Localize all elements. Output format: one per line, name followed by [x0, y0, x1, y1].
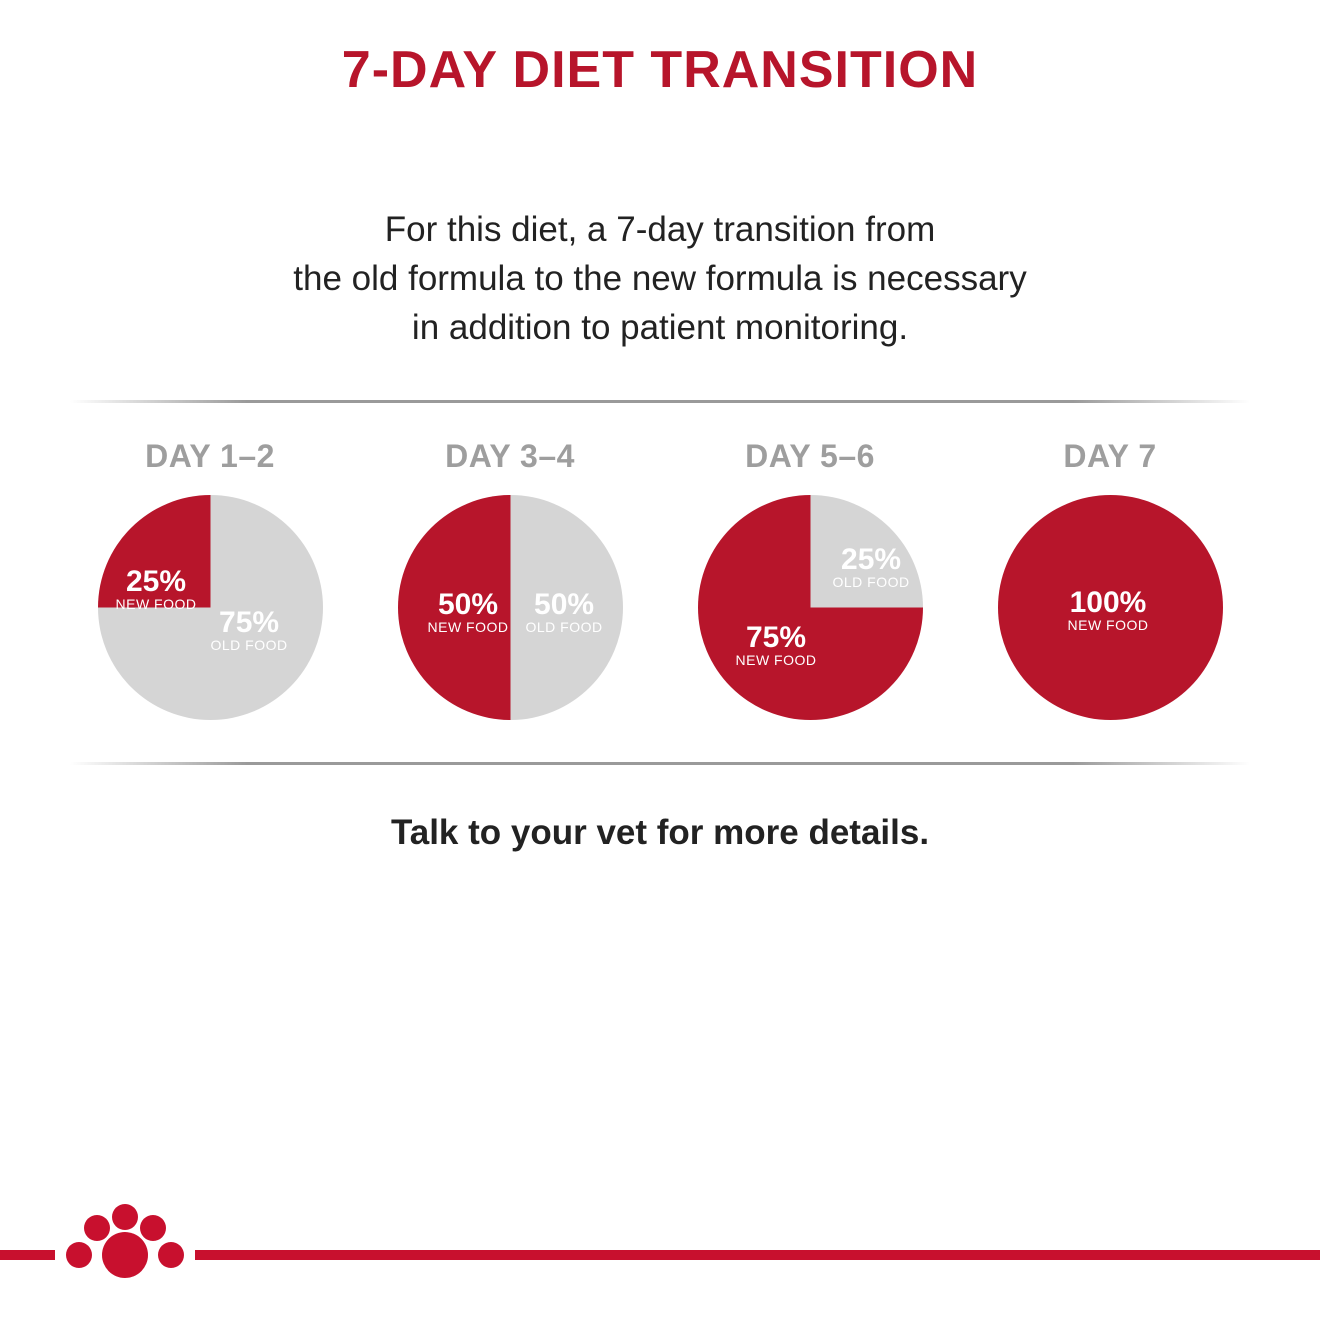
new-food-label: 100%NEW FOOD — [1068, 588, 1149, 632]
day-label: DAY 1–2 — [145, 438, 275, 475]
old-food-label: 75%OLD FOOD — [211, 608, 288, 652]
chart-column: DAY 5–6 75%NEW FOOD 25%OLD FOOD — [685, 438, 935, 720]
pie-chart: 75%NEW FOOD 25%OLD FOOD — [698, 495, 923, 720]
chart-column: DAY 3–4 50%NEW FOOD 50%OLD FOOD — [385, 438, 635, 720]
crown-icon — [55, 1200, 195, 1295]
pie-chart: 50%NEW FOOD 50%OLD FOOD — [398, 495, 623, 720]
divider-bottom — [70, 762, 1250, 765]
chart-column: DAY 1–2 25%NEW FOOD 75%OLD FOOD — [85, 438, 335, 720]
main-title: 7-DAY DIET TRANSITION — [0, 0, 1320, 100]
description-text: For this diet, a 7-day transition fromth… — [0, 205, 1320, 352]
footer-text: Talk to your vet for more details. — [0, 813, 1320, 853]
pie-chart: 100%NEW FOOD — [998, 495, 1223, 720]
divider-top — [70, 400, 1250, 403]
new-food-label: 25%NEW FOOD — [116, 567, 197, 611]
new-food-label: 75%NEW FOOD — [736, 623, 817, 667]
new-food-label: 50%NEW FOOD — [428, 590, 509, 634]
day-label: DAY 5–6 — [745, 438, 875, 475]
charts-row: DAY 1–2 25%NEW FOOD 75%OLD FOOD DAY 3–4 50%N… — [0, 438, 1320, 720]
old-food-label: 25%OLD FOOD — [833, 545, 910, 589]
chart-column: DAY 7 100%NEW FOOD — [985, 438, 1235, 720]
pie-chart: 25%NEW FOOD 75%OLD FOOD — [98, 495, 323, 720]
brand-bar — [0, 1200, 1320, 1290]
day-label: DAY 3–4 — [445, 438, 575, 475]
old-food-label: 50%OLD FOOD — [526, 590, 603, 634]
brand-line — [0, 1250, 1320, 1260]
day-label: DAY 7 — [1063, 438, 1156, 475]
